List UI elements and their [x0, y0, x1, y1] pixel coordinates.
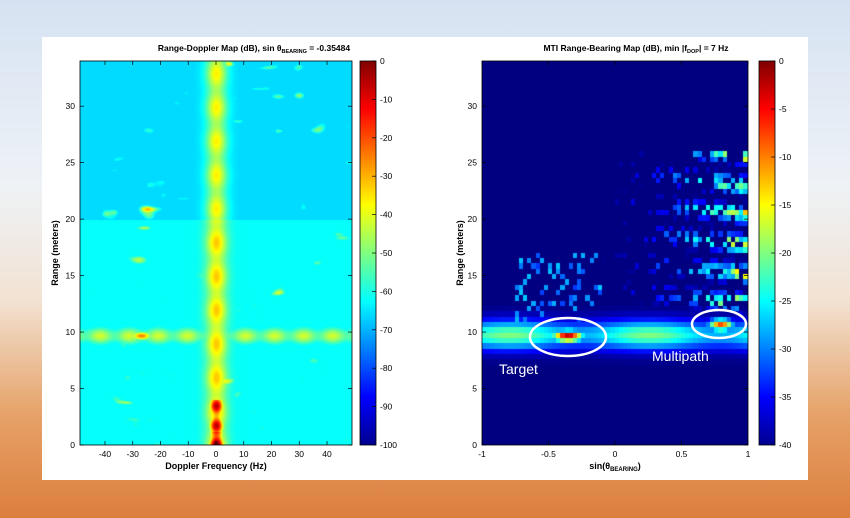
- x-tick-label: -10: [182, 449, 195, 459]
- left-y-axis: 0 5 10 15 20 25 30: [66, 101, 352, 450]
- y-tick-label: 5: [70, 384, 75, 394]
- range-doppler-heatmap: [80, 61, 352, 445]
- y-tick-label: 30: [66, 101, 76, 111]
- left-x-label: Doppler Frequency (Hz): [165, 461, 267, 471]
- left-colorbar-axis: 0 -10 -20 -30 -40 -50 -60 -70 -80 -90 -100: [372, 56, 397, 450]
- colorbar-tick-label: -30: [380, 171, 393, 181]
- y-tick-label: 25: [66, 158, 76, 168]
- y-tick-label: 20: [468, 214, 478, 224]
- colorbar-tick-label: -5: [779, 104, 787, 114]
- left-y-label: Range (meters): [50, 220, 60, 286]
- figure: Range-Doppler Map (dB), sin θBEARING = -…: [42, 37, 808, 480]
- colorbar-tick-label: -20: [779, 248, 792, 258]
- x-tick-label: 0: [214, 449, 219, 459]
- y-tick-label: 20: [66, 214, 76, 224]
- x-tick-label: 10: [239, 449, 249, 459]
- y-tick-label: 30: [468, 101, 478, 111]
- x-tick-label: 40: [322, 449, 332, 459]
- colorbar-tick-label: -70: [380, 325, 393, 335]
- right-title: MTI Range-Bearing Map (dB), min |fDOP| =…: [543, 43, 728, 55]
- colorbar-tick-label: -100: [380, 440, 397, 450]
- y-tick-label: 5: [472, 384, 477, 394]
- y-tick-label: 25: [468, 158, 478, 168]
- x-tick-label: 20: [267, 449, 277, 459]
- colorbar-tick-label: -60: [380, 286, 393, 296]
- right-colorbar-axis: 0 -5 -10 -15 -20 -25 -30 -35 -40: [771, 56, 792, 450]
- multipath-ellipse: [690, 308, 748, 340]
- y-tick-label: 0: [472, 440, 477, 450]
- colorbar-tick-label: -25: [779, 296, 792, 306]
- colorbar-tick-label: -50: [380, 248, 393, 258]
- y-tick-label: 10: [66, 327, 76, 337]
- colorbar-tick-label: -15: [779, 200, 792, 210]
- range-doppler-panel: Range-Doppler Map (dB), sin θBEARING = -…: [50, 43, 397, 471]
- colorbar-tick-label: -80: [380, 363, 393, 373]
- colorbar-tick-label: -10: [779, 152, 792, 162]
- y-tick-label: 10: [468, 327, 478, 337]
- target-ellipse: [528, 316, 608, 358]
- right-y-label: Range (meters): [455, 220, 465, 286]
- x-tick-label: -1: [478, 449, 486, 459]
- x-tick-label: -30: [127, 449, 140, 459]
- x-tick-label: 30: [295, 449, 305, 459]
- colorbar-tick-label: -30: [779, 344, 792, 354]
- colorbar-tick-label: 0: [779, 56, 784, 66]
- x-tick-label: -40: [99, 449, 112, 459]
- colorbar-tick-label: -10: [380, 94, 393, 104]
- x-tick-label: 0.5: [676, 449, 688, 459]
- colorbar-tick-label: 0: [380, 56, 385, 66]
- y-tick-label: 15: [66, 271, 76, 281]
- target-annotation: Target: [499, 361, 538, 377]
- colorbar-tick-label: -40: [380, 210, 393, 220]
- y-tick-label: 0: [70, 440, 75, 450]
- range-bearing-heatmap: [482, 61, 748, 445]
- colorbar-tick-label: -40: [779, 440, 792, 450]
- colorbar-tick-label: -35: [779, 392, 792, 402]
- x-tick-label: 0: [613, 449, 618, 459]
- right-y-axis: 0 5 10 15 20 25 30: [468, 101, 748, 450]
- left-title: Range-Doppler Map (dB), sin θBEARING = -…: [158, 43, 351, 55]
- left-x-axis: -40 -30 -20 -10 0 10 20 30 40: [99, 61, 332, 459]
- colorbar-tick-label: -90: [380, 402, 393, 412]
- range-bearing-panel: MTI Range-Bearing Map (dB), min |fDOP| =…: [455, 43, 792, 473]
- figure-canvas: Range-Doppler Map (dB), sin θBEARING = -…: [50, 43, 792, 473]
- right-x-axis: -1 -0.5 0 0.5 1: [478, 61, 751, 459]
- x-tick-label: -0.5: [541, 449, 556, 459]
- y-tick-label: 15: [468, 271, 478, 281]
- multipath-annotation: Multipath: [652, 348, 709, 364]
- right-x-label: sin(θBEARING): [589, 461, 641, 473]
- colorbar-tick-label: -20: [380, 133, 393, 143]
- x-tick-label: 1: [746, 449, 751, 459]
- x-tick-label: -20: [154, 449, 167, 459]
